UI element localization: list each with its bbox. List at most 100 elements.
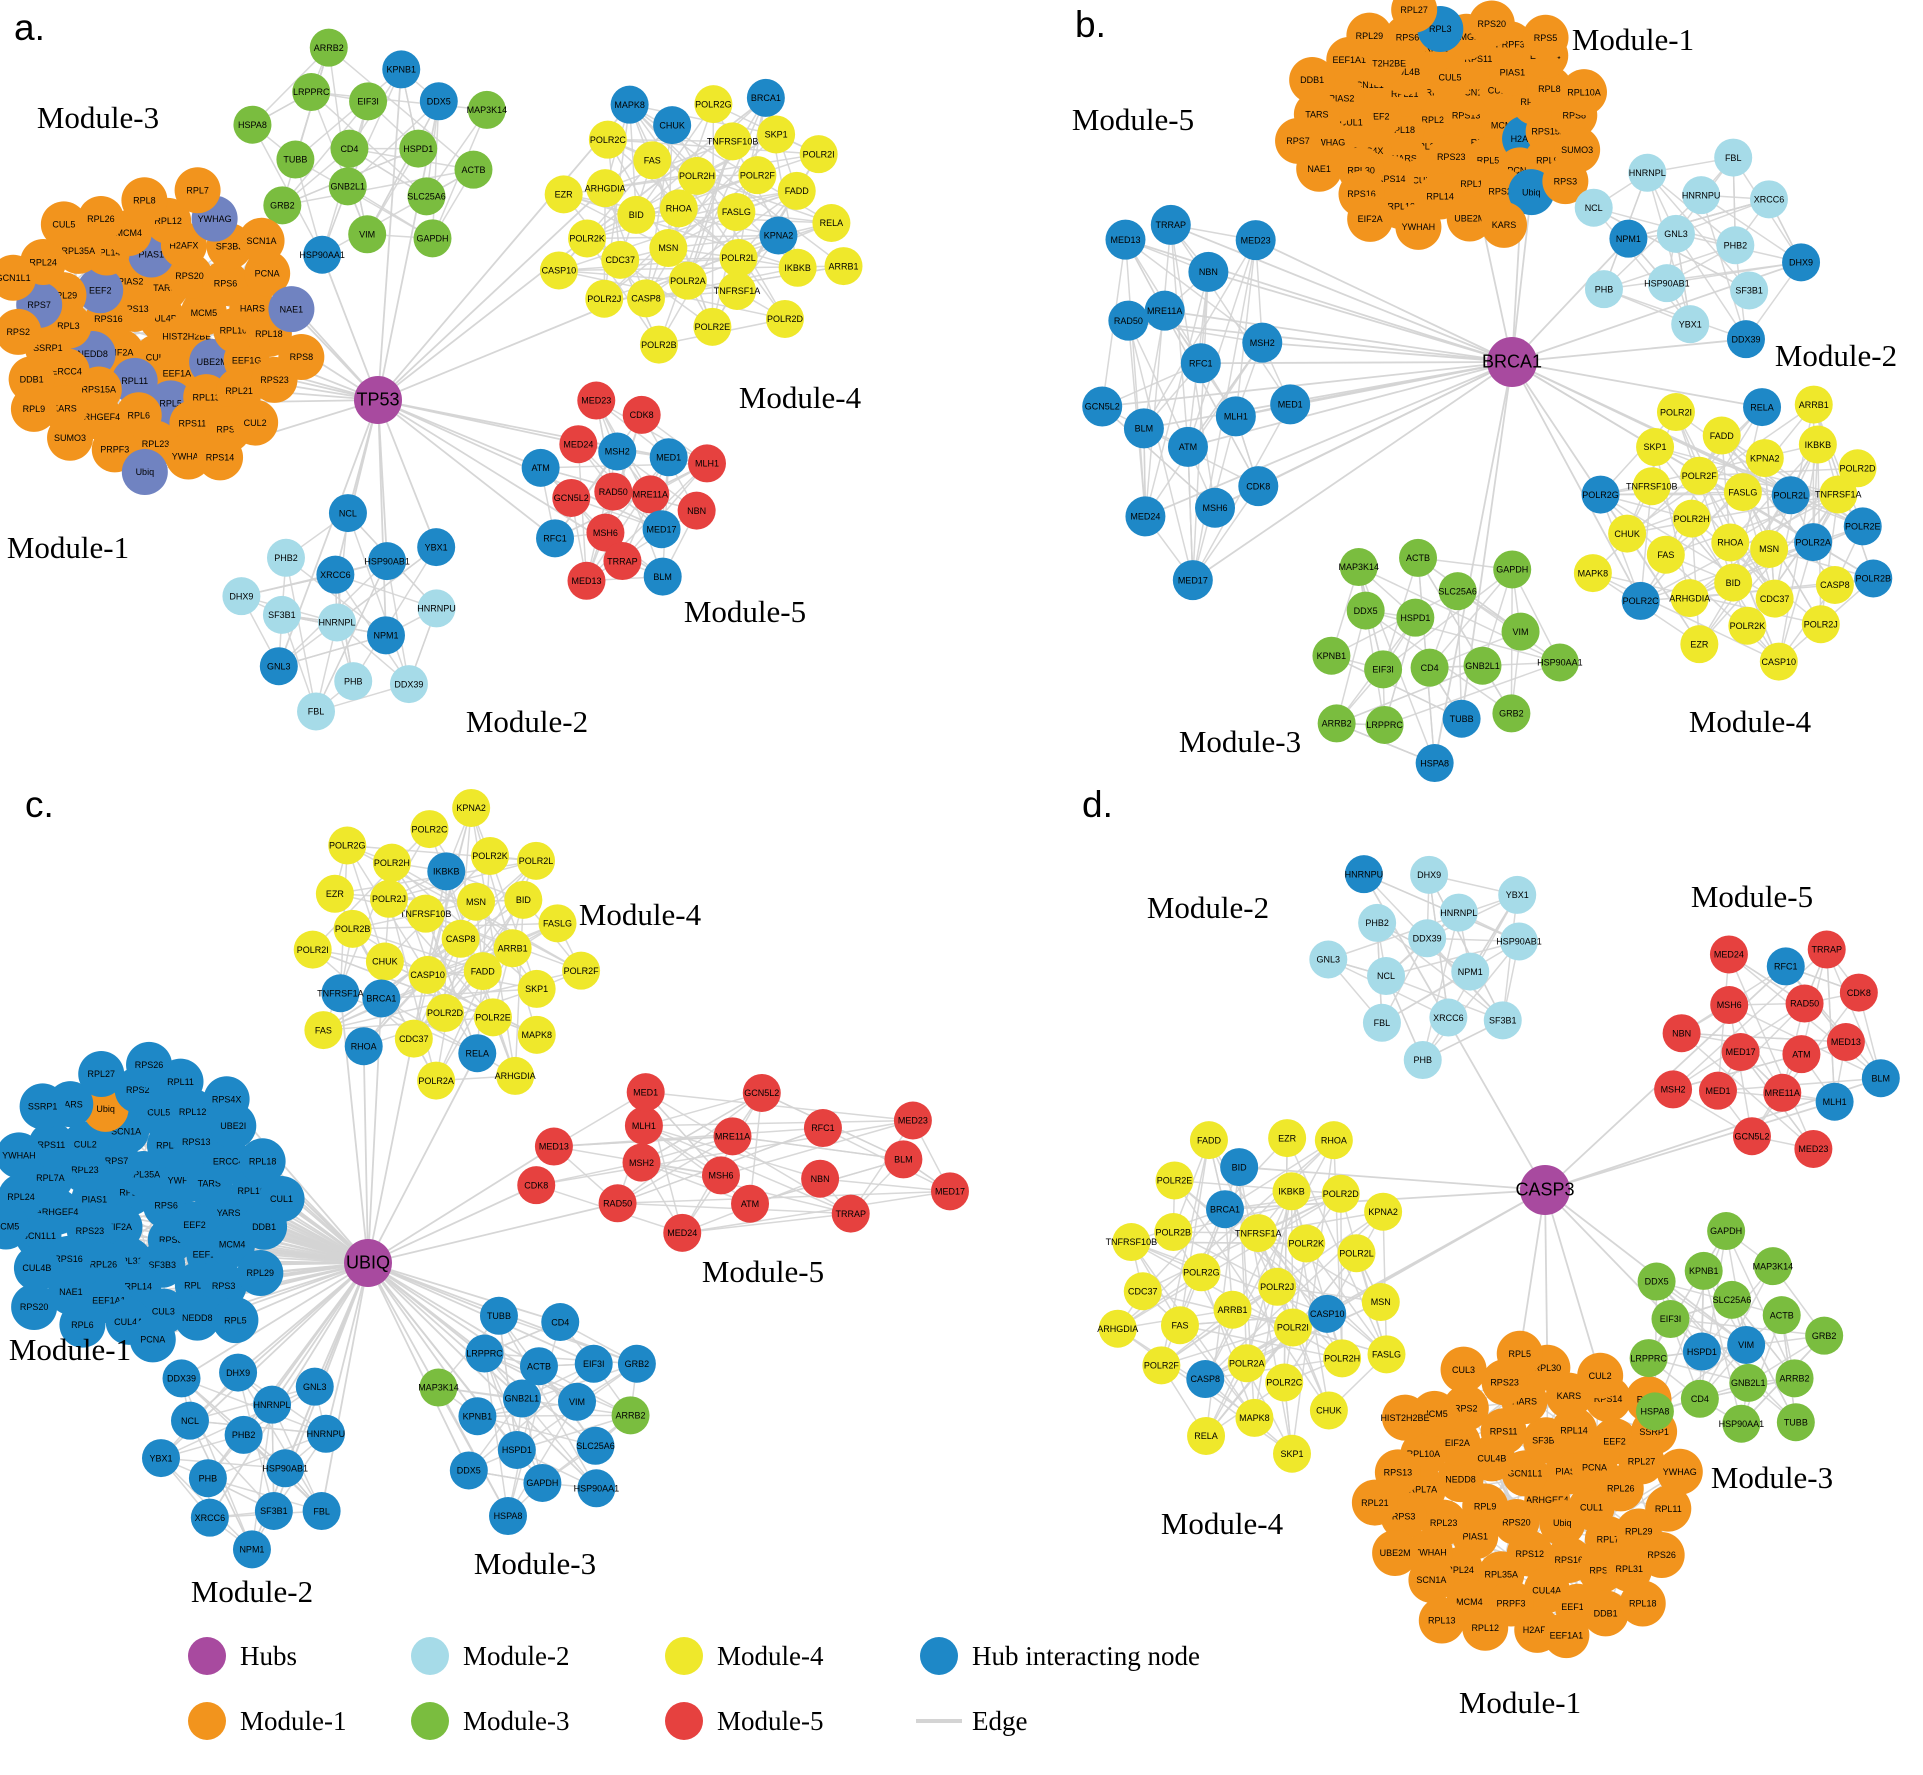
node-SF3B1[interactable] [262,595,301,634]
node-MLH1[interactable] [687,444,726,483]
node-FASLG[interactable] [717,193,756,232]
node-DDX5[interactable] [1637,1262,1676,1301]
node-RHOA[interactable] [1711,523,1750,562]
node-POLR2D[interactable] [425,994,464,1033]
node-RPL8[interactable] [121,177,168,224]
node-POLR2G[interactable] [1182,1253,1221,1292]
node-GNL3[interactable] [1656,214,1695,253]
node-MED17[interactable] [642,510,681,549]
node-POLR2L[interactable] [1771,476,1810,515]
node-VIM[interactable] [1501,612,1540,651]
node-BRCA1[interactable] [362,979,401,1018]
node-RPS2[interactable] [0,308,42,355]
node-EZR[interactable] [544,175,583,214]
node-MED24[interactable] [1709,935,1748,974]
node-MSN[interactable] [457,882,496,921]
node-POLR2D[interactable] [1838,449,1877,488]
node-EIF3I[interactable] [574,1344,613,1383]
node-IKBKB[interactable] [1272,1172,1311,1211]
node-CUL2[interactable] [62,1121,109,1168]
node-RPL5[interactable] [212,1297,259,1344]
node-POLR2B[interactable] [639,325,678,364]
node-POLR2I[interactable] [1273,1308,1312,1347]
node-SLC25A6[interactable] [407,177,446,216]
node-POLR2D[interactable] [765,299,804,338]
node-POLR2J[interactable] [369,879,408,918]
node-BID[interactable] [1220,1148,1259,1187]
node-RELA[interactable] [812,204,851,243]
node-POLR2G[interactable] [328,826,367,865]
node-HNRNPL[interactable] [317,603,356,642]
node-POLR2L[interactable] [517,841,556,880]
node-POLR2F[interactable] [1142,1346,1181,1385]
node-POLR2E[interactable] [1155,1161,1194,1200]
node-POLR2I[interactable] [799,135,838,174]
node-HNRNPL[interactable] [253,1385,292,1424]
node-NCL[interactable] [1367,957,1406,996]
node-HSPA8[interactable] [489,1497,528,1536]
node-HSP90AA1[interactable] [1540,643,1579,682]
node-RPS14[interactable] [197,434,244,481]
node-EIF3I[interactable] [349,82,388,121]
node-EEF1A1[interactable] [1543,1612,1590,1659]
node-ARRB2[interactable] [1317,704,1356,743]
node-GCN5L2[interactable] [1082,386,1123,427]
node-SF3B1[interactable] [1730,271,1769,310]
node-PHB2[interactable] [1716,226,1755,265]
node-BRCA1[interactable] [1205,1190,1244,1229]
node-FBL[interactable] [302,1492,341,1531]
node-MED24[interactable] [663,1213,702,1252]
node-RPL7[interactable] [174,167,221,214]
node-MSH6[interactable] [586,513,625,552]
node-BID[interactable] [617,195,656,234]
node-GNB2L1[interactable] [502,1379,541,1418]
node-FBL[interactable] [1714,138,1753,177]
node-TRRAP[interactable] [831,1194,870,1233]
node-GNL3[interactable] [1309,940,1348,979]
node-TNFRSF10B[interactable] [1112,1223,1151,1262]
node-HSPA8[interactable] [1635,1392,1674,1431]
node-FASLG[interactable] [1723,473,1762,512]
node-ATM[interactable] [1167,426,1208,467]
node-POLR2K[interactable] [568,219,607,258]
node-RPL29[interactable] [237,1249,284,1296]
node-MED17[interactable] [930,1172,969,1211]
node-RPL12[interactable] [1462,1604,1509,1651]
node-CASP10[interactable] [408,955,447,994]
node-RPL13[interactable] [1418,1597,1465,1644]
node-TNFRSF10B[interactable] [406,894,445,933]
node-MAP3K14[interactable] [1339,548,1378,587]
node-POLR2F[interactable] [562,951,601,990]
node-CD4[interactable] [1680,1379,1719,1418]
node-SF3B1[interactable] [1483,1001,1522,1040]
node-CDC37[interactable] [394,1019,433,1058]
node-CUL5[interactable] [40,201,87,248]
node-MED23[interactable] [577,381,616,420]
node-CUL2[interactable] [1577,1352,1624,1399]
node-RPS20[interactable] [1468,0,1515,47]
node-MED13[interactable] [1105,219,1146,260]
node-CDC37[interactable] [601,240,640,279]
node-KPNA2[interactable] [452,788,491,827]
node-Ubiq[interactable] [121,449,168,496]
node-RPS3[interactable] [1542,158,1589,205]
node-MED13[interactable] [567,561,606,600]
node-YBX1[interactable] [141,1439,180,1478]
node-CHUK[interactable] [1608,514,1647,553]
node-SLC25A6[interactable] [1712,1280,1751,1319]
node-FAS[interactable] [304,1011,343,1050]
node-UBE2M[interactable] [1446,195,1493,242]
node-LRPPRC[interactable] [292,73,331,112]
node-PHB[interactable] [1403,1041,1442,1080]
node-SCN1A[interactable] [1408,1556,1455,1603]
node-CASP8[interactable] [626,279,665,318]
node-RPS8[interactable] [278,333,325,380]
node-DHX9[interactable] [219,1353,258,1392]
node-MRE11A[interactable] [631,475,670,514]
node-HIST2H2BE[interactable] [1381,1394,1428,1441]
node-POLR2H[interactable] [677,156,716,195]
node-ACTB[interactable] [519,1347,558,1386]
node-RPL14[interactable] [1551,1407,1598,1454]
node-LRPPRC[interactable] [1629,1339,1668,1378]
node-NBN[interactable] [1188,251,1229,292]
